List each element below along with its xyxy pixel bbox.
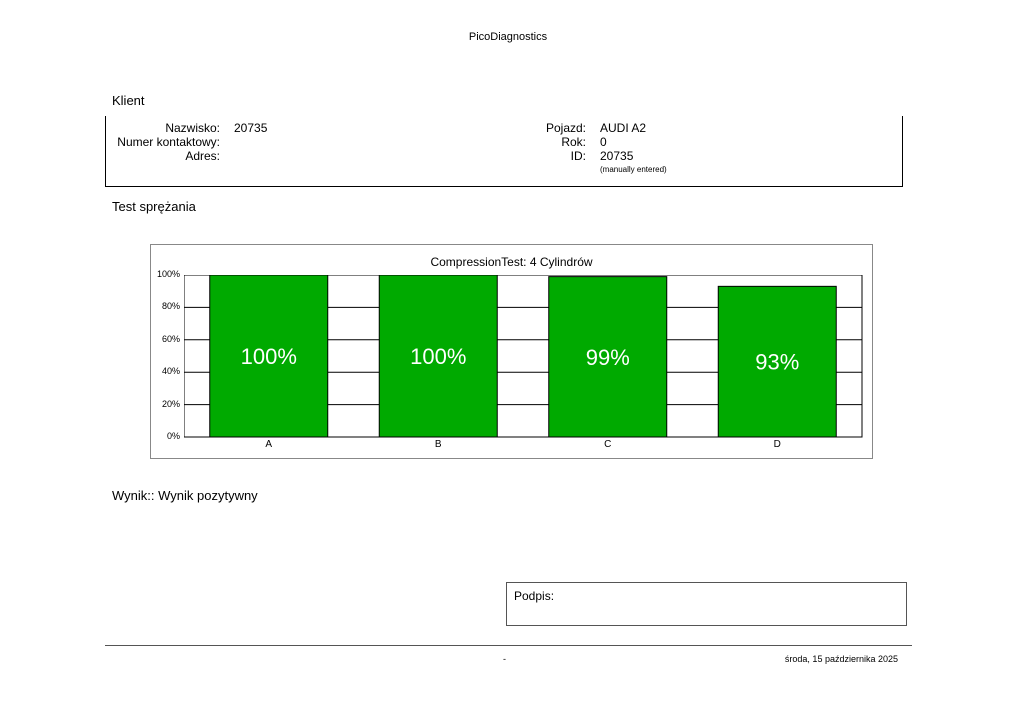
vehicle-label: Pojazd: — [545, 121, 586, 135]
x-tick-label: C — [604, 439, 612, 450]
id-label: ID: — [570, 149, 586, 163]
footer-divider — [105, 645, 912, 646]
client-info-box — [105, 116, 903, 187]
y-tick-label: 40% — [161, 366, 180, 377]
bars — [209, 275, 837, 438]
bar-d — [717, 285, 837, 438]
signature-label: Podpis: — [514, 589, 555, 603]
y-tick-label: 0% — [166, 431, 180, 441]
bar-labels: 100% 100% 99% 93% — [241, 344, 800, 375]
x-tick-label: D — [773, 439, 781, 450]
id-value: 20735 — [600, 149, 634, 163]
name-value: 20735 — [234, 121, 268, 135]
footer-date: środa, 15 października 2025 — [784, 654, 898, 664]
footer-center: - — [503, 654, 506, 664]
y-tick-label: 100% — [156, 269, 180, 279]
bar-value-label: 93% — [755, 350, 799, 375]
bar-b — [378, 275, 498, 438]
test-section-title: Test sprężania — [112, 199, 196, 214]
y-tick-label: 20% — [161, 398, 180, 409]
chart-title: CompressionTest: 4 Cylindrów — [430, 255, 593, 269]
client-section-title: Klient — [112, 93, 145, 108]
bar-value-label: 100% — [410, 344, 466, 369]
x-tick-label: B — [434, 439, 442, 450]
bar-c — [548, 276, 668, 438]
bar-a — [209, 275, 329, 438]
address-label: Adres: — [185, 149, 220, 163]
year-value: 0 — [600, 135, 607, 149]
y-tick-label: 80% — [161, 301, 180, 312]
y-tick-label: 60% — [161, 333, 180, 344]
x-tick-label: A — [265, 439, 273, 450]
app-title: PicoDiagnostics — [468, 31, 548, 43]
name-label: Nazwisko: — [165, 121, 220, 135]
contact-label: Numer kontaktowy: — [117, 135, 220, 149]
bar-value-label: 100% — [241, 344, 297, 369]
result-text: Wynik:: Wynik pozytywny — [112, 488, 258, 503]
chart-frame — [150, 244, 873, 459]
vehicle-value: AUDI A2 — [600, 121, 647, 135]
signature-box — [506, 582, 907, 626]
year-label: Rok: — [561, 135, 586, 149]
id-note: (manually entered) — [600, 165, 667, 174]
compression-bar-chart: 100% 100% 99% 93% — [184, 275, 863, 438]
bar-value-label: 99% — [586, 345, 630, 370]
